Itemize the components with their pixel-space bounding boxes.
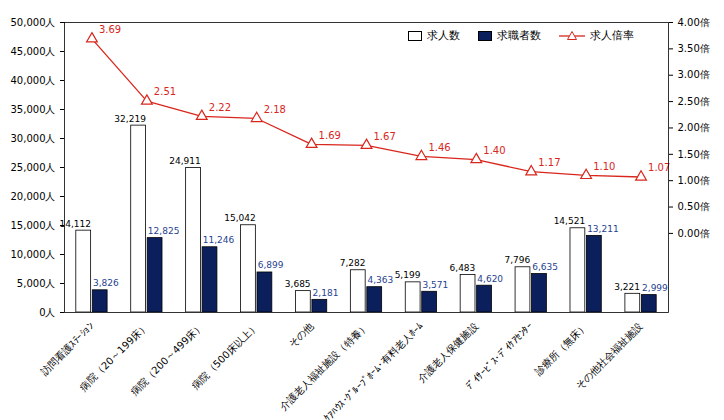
svg-text:1.46: 1.46 — [428, 142, 450, 153]
html-text:求人数: 求人数 — [427, 29, 460, 42]
svg-text:4,620: 4,620 — [477, 274, 503, 284]
svg-text:6,635: 6,635 — [532, 262, 558, 272]
svg-text:4,363: 4,363 — [368, 275, 394, 285]
svg-text:3,685: 3,685 — [285, 279, 311, 289]
svg-text:診療所（無床）: 診療所（無床） — [533, 320, 590, 377]
svg-text:6,483: 6,483 — [450, 263, 476, 273]
svg-text:2.00倍: 2.00倍 — [678, 122, 710, 133]
svg-text:3,221: 3,221 — [614, 282, 640, 292]
svg-text:5,199: 5,199 — [395, 270, 421, 280]
svg-text:3,826: 3,826 — [93, 278, 119, 288]
svg-text:3.50倍: 3.50倍 — [678, 43, 710, 54]
svg-text:1.07: 1.07 — [648, 162, 670, 173]
svg-text:35,000人: 35,000人 — [11, 104, 56, 115]
svg-text:24,911: 24,911 — [169, 156, 201, 166]
svg-text:0人: 0人 — [39, 307, 55, 318]
svg-text:2,181: 2,181 — [313, 288, 339, 298]
svg-text:3.69: 3.69 — [99, 24, 121, 35]
svg-text:2.18: 2.18 — [264, 104, 286, 115]
svg-text:15,000人: 15,000人 — [11, 220, 56, 231]
svg-text:2.51: 2.51 — [154, 86, 176, 97]
svg-text:2,999: 2,999 — [642, 283, 668, 293]
svg-text:0.50倍: 0.50倍 — [678, 201, 710, 212]
svg-text:介護老人保健施設: 介護老人保健施設 — [416, 320, 480, 384]
svg-text:6,899: 6,899 — [258, 260, 284, 270]
svg-text:4.00倍: 4.00倍 — [678, 17, 710, 28]
svg-text:1.40: 1.40 — [483, 145, 505, 156]
svg-text:ﾃﾞｲｻｰﾋﾞｽ･ﾃﾞｲｹｱｾﾝﾀｰ: ﾃﾞｲｻｰﾋﾞｽ･ﾃﾞｲｹｱｾﾝﾀｰ — [463, 320, 534, 391]
svg-text:2.22: 2.22 — [209, 102, 231, 113]
svg-text:13,211: 13,211 — [587, 224, 619, 234]
svg-text:病院（20～199床）: 病院（20～199床） — [77, 320, 151, 393]
svg-text:5,000人: 5,000人 — [17, 278, 56, 289]
svg-text:その他: その他 — [286, 320, 315, 349]
svg-text:2.50倍: 2.50倍 — [678, 96, 710, 107]
svg-text:45,000人: 45,000人 — [11, 46, 56, 57]
svg-text:11,246: 11,246 — [203, 235, 235, 245]
html-text:求人倍率: 求人倍率 — [590, 29, 634, 42]
svg-text:12,825: 12,825 — [148, 226, 180, 236]
svg-text:3,571: 3,571 — [422, 280, 448, 290]
svg-text:3.00倍: 3.00倍 — [678, 69, 710, 80]
svg-text:20,000人: 20,000人 — [11, 191, 56, 202]
svg-text:1.50倍: 1.50倍 — [678, 149, 710, 160]
svg-text:0.00倍: 0.00倍 — [678, 228, 710, 239]
svg-text:40,000人: 40,000人 — [11, 75, 56, 86]
svg-text:訪問看護ｽﾃｰｼｮﾝ: 訪問看護ｽﾃｰｼｮﾝ — [38, 320, 95, 377]
svg-text:1.00倍: 1.00倍 — [678, 175, 710, 186]
svg-text:1.17: 1.17 — [538, 157, 560, 168]
svg-text:10,000人: 10,000人 — [11, 249, 56, 260]
svg-text:病院（200～499床）: 病院（200～499床） — [128, 320, 206, 398]
svg-text:その他社会福祉施設: その他社会福祉施設 — [573, 320, 644, 391]
svg-text:1.69: 1.69 — [319, 130, 341, 141]
svg-text:病院（500床以上）: 病院（500床以上） — [190, 320, 261, 391]
svg-text:14,112: 14,112 — [59, 218, 91, 229]
svg-text:15,042: 15,042 — [224, 213, 256, 223]
svg-text:1.10: 1.10 — [593, 161, 615, 172]
svg-text:32,219: 32,219 — [114, 114, 146, 124]
html-text:求職者数: 求職者数 — [497, 29, 541, 42]
svg-text:30,000人: 30,000人 — [11, 133, 56, 144]
svg-text:ｹｱﾊｳｽ･ｸﾞﾙｰﾌﾟﾎｰﾑ･有料老人ﾎｰﾑ: ｹｱﾊｳｽ･ｸﾞﾙｰﾌﾟﾎｰﾑ･有料老人ﾎｰﾑ — [322, 320, 425, 420]
svg-text:50,000人: 50,000人 — [11, 17, 56, 28]
svg-text:1.67: 1.67 — [374, 131, 396, 142]
svg-text:25,000人: 25,000人 — [11, 162, 56, 173]
svg-text:7,796: 7,796 — [504, 255, 530, 265]
svg-text:7,282: 7,282 — [340, 258, 366, 268]
svg-text:14,521: 14,521 — [554, 216, 586, 226]
svg-text:介護老人福祉施設（特養）: 介護老人福祉施設（特養） — [278, 320, 371, 413]
